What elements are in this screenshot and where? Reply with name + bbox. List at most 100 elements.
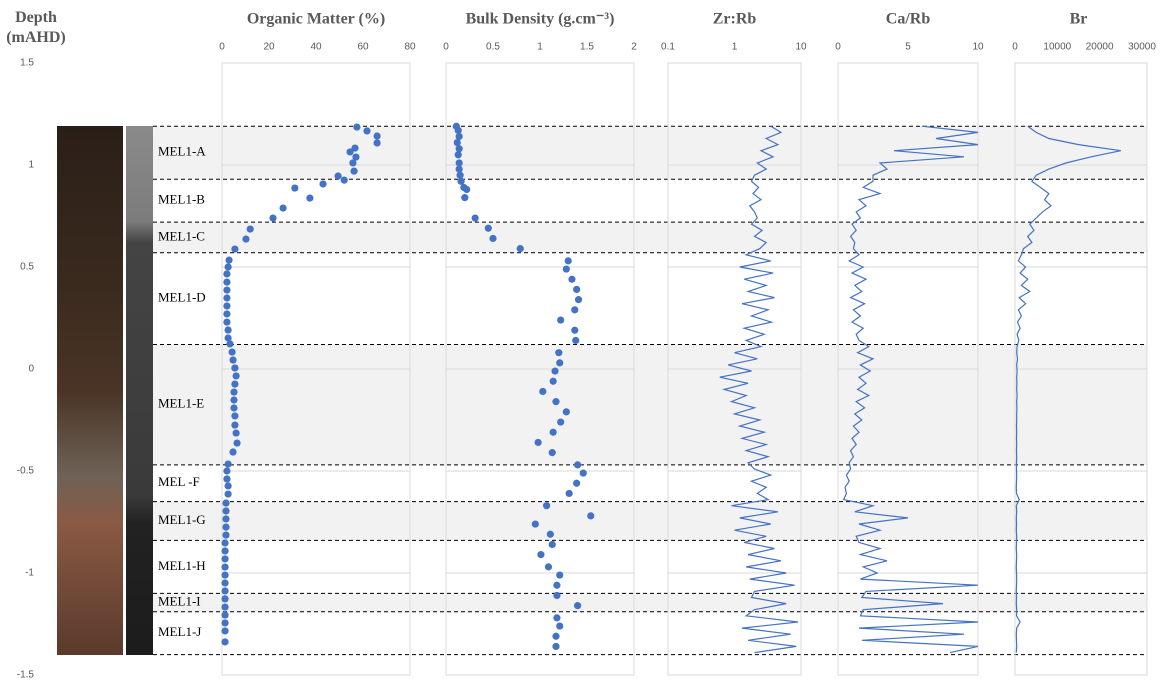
zone-label: MEL1-A — [158, 144, 206, 159]
point — [574, 602, 581, 609]
point — [472, 214, 479, 221]
point — [231, 245, 238, 252]
panel-title: Ca/Rb — [886, 11, 931, 28]
point — [457, 178, 464, 185]
point — [247, 225, 254, 232]
core-photo — [57, 126, 123, 655]
point — [550, 429, 557, 436]
point — [553, 582, 560, 589]
point — [306, 194, 313, 201]
zone-label: MEL1-E — [158, 396, 204, 411]
page: {"depth_axis": {"label": "Depth (mAHD)",… — [0, 0, 1171, 684]
point — [233, 429, 240, 436]
point — [574, 461, 581, 468]
zone-band — [153, 502, 1147, 541]
point — [223, 278, 230, 285]
core-scan — [126, 126, 153, 655]
zone-band — [153, 126, 1147, 179]
zone-label: MEL1-G — [158, 512, 206, 527]
x-tick-label: 30000 — [1128, 42, 1156, 53]
point — [230, 404, 237, 411]
zone-label: MEL1-J — [158, 624, 201, 639]
panel-title: Bulk Density (g.cm⁻³) — [466, 11, 615, 28]
point — [353, 123, 360, 130]
point — [489, 235, 496, 242]
point — [231, 380, 238, 387]
point — [233, 439, 240, 446]
x-tick-label: 80 — [404, 42, 416, 53]
point — [461, 194, 468, 201]
point — [231, 364, 238, 371]
point — [587, 512, 594, 519]
point — [229, 448, 236, 455]
point — [231, 422, 238, 429]
point — [221, 638, 228, 645]
point — [223, 467, 230, 474]
point — [556, 571, 563, 578]
point — [225, 490, 232, 497]
point — [225, 263, 232, 270]
point — [291, 184, 298, 191]
point — [221, 595, 228, 602]
point — [222, 499, 229, 506]
point — [552, 643, 559, 650]
point — [223, 270, 230, 277]
point — [346, 148, 353, 155]
x-tick-label: 60 — [357, 42, 369, 53]
point — [221, 627, 228, 634]
point — [222, 507, 229, 514]
point — [223, 302, 230, 309]
point — [341, 176, 348, 183]
panel-title: Br — [1070, 11, 1088, 28]
point — [568, 276, 575, 283]
y-tick-label: 0.5 — [20, 262, 34, 273]
zone-label: MEL1-C — [158, 228, 205, 243]
point — [565, 257, 572, 264]
x-tick-label: 0 — [219, 42, 225, 53]
point — [572, 337, 579, 344]
point — [557, 316, 564, 323]
point — [319, 180, 326, 187]
point — [532, 520, 539, 527]
y-tick-label: -1.5 — [17, 670, 35, 681]
zone-label: MEL1-B — [158, 192, 205, 207]
point — [221, 587, 228, 594]
point — [223, 294, 230, 301]
panel: 00.511.52Bulk Density (g.cm⁻³) — [443, 11, 637, 675]
point — [454, 139, 461, 146]
x-tick-label: 0.5 — [486, 42, 500, 53]
point — [225, 256, 232, 263]
point — [223, 475, 230, 482]
point — [550, 378, 557, 385]
panel: 0510Ca/Rb — [835, 11, 984, 675]
point — [563, 408, 570, 415]
point — [553, 592, 560, 599]
zone-band — [153, 222, 1147, 253]
point — [566, 490, 573, 497]
point — [457, 172, 464, 179]
point — [221, 539, 228, 546]
point — [221, 611, 228, 618]
point — [573, 286, 580, 293]
point — [225, 460, 232, 467]
point — [349, 159, 356, 166]
x-tick-label: 10 — [795, 42, 807, 53]
point — [535, 439, 542, 446]
point — [556, 359, 563, 366]
x-tick-label: 0.1 — [661, 42, 675, 53]
point — [223, 286, 230, 293]
point — [225, 482, 232, 489]
point — [545, 563, 552, 570]
zone-band — [153, 345, 1147, 465]
point — [334, 172, 341, 179]
point — [563, 265, 570, 272]
y-tick-label: 1 — [28, 160, 34, 171]
point — [556, 622, 563, 629]
point — [221, 579, 228, 586]
x-tick-label: 0 — [1012, 42, 1018, 53]
point — [230, 396, 237, 403]
point — [221, 619, 228, 626]
point — [455, 151, 462, 158]
point — [229, 356, 236, 363]
